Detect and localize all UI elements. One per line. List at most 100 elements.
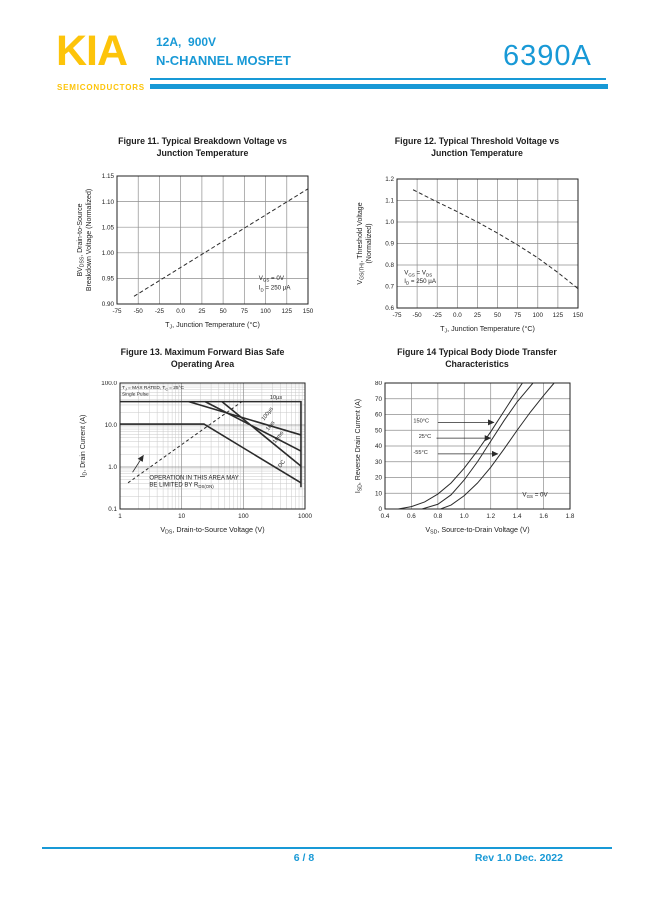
svg-text:VDS, Drain-to-Source Voltage (: VDS, Drain-to-Source Voltage (V) bbox=[160, 525, 264, 536]
svg-text:0.7: 0.7 bbox=[385, 284, 394, 291]
figure-11-title: Figure 11. Typical Breakdown Voltage vs … bbox=[75, 136, 330, 159]
svg-text:ISD, Reverse Drain Current (A): ISD, Reverse Drain Current (A) bbox=[355, 399, 364, 493]
figure-13: Figure 13. Maximum Forward Bias Safe Ope… bbox=[75, 347, 330, 559]
chart-canvas: 1 10 100 1000 0.1 1.0 10.0 100.0 VDS, Drain-to-S… bbox=[80, 380, 313, 536]
svg-text:10µs: 10µs bbox=[270, 395, 282, 401]
svg-text:-75: -75 bbox=[392, 312, 402, 319]
svg-text:1ms: 1ms bbox=[265, 420, 276, 432]
svg-text:-75: -75 bbox=[112, 308, 122, 315]
svg-text:125: 125 bbox=[553, 312, 564, 319]
series--55°C bbox=[440, 382, 555, 510]
svg-text:-25: -25 bbox=[155, 308, 165, 315]
chart-canvas: -75 -50 -25 0.0 25 50 75 100 125 150 0.6 0.7 0.8 0.9 1… bbox=[357, 176, 584, 335]
svg-text:Single Pulse: Single Pulse bbox=[122, 392, 149, 398]
svg-text:DC: DC bbox=[277, 459, 287, 469]
svg-text:150: 150 bbox=[303, 308, 314, 315]
figure-12-chart: -75 -50 -25 0.0 25 50 75 100 125 150 0.6 0.7 0.8 0.9 1… bbox=[353, 174, 601, 357]
svg-text:0.1: 0.1 bbox=[108, 506, 117, 513]
series-10µs bbox=[120, 400, 302, 488]
svg-text:100: 100 bbox=[533, 312, 544, 319]
svg-text:0.8: 0.8 bbox=[433, 513, 442, 520]
svg-text:1.6: 1.6 bbox=[539, 513, 548, 520]
svg-text:100: 100 bbox=[260, 308, 271, 315]
svg-text:125: 125 bbox=[282, 308, 293, 315]
series-RDS(on) limit bbox=[127, 401, 243, 484]
series-BVDSS normalized bbox=[133, 188, 309, 297]
figure-14-chart: 0.4 0.6 0.8 1.0 1.2 1.4 1.6 1.8 0 10 20 30 40 50 60 70 8… bbox=[353, 380, 601, 558]
svg-text:-50: -50 bbox=[413, 312, 423, 319]
svg-text:TJ, Junction Temperature (°C): TJ, Junction Temperature (°C) bbox=[440, 324, 535, 335]
series-10ms bbox=[221, 401, 302, 467]
svg-text:10.0: 10.0 bbox=[105, 422, 118, 429]
svg-text:OPERATION IN THIS AREA MAY: OPERATION IN THIS AREA MAY bbox=[149, 476, 238, 482]
svg-text:VGS(TH), Threshold Voltage: VGS(TH), Threshold Voltage bbox=[357, 202, 366, 284]
figure-12-title: Figure 12. Typical Threshold Voltage vs … bbox=[353, 136, 601, 159]
figure-11-title-line2: Junction Temperature bbox=[156, 147, 249, 158]
footer-rule bbox=[42, 847, 612, 849]
svg-text:-50: -50 bbox=[134, 308, 144, 315]
svg-text:1.2: 1.2 bbox=[385, 176, 394, 183]
svg-text:0.0: 0.0 bbox=[453, 312, 462, 319]
svg-text:ID = 250 µA: ID = 250 µA bbox=[404, 278, 437, 286]
svg-text:VGS = 0V: VGS = 0V bbox=[522, 491, 548, 499]
figure-12-title-line2: Junction Temperature bbox=[431, 147, 523, 158]
device-rating: 12A, 900V bbox=[156, 35, 217, 49]
series-100µs bbox=[188, 400, 302, 436]
svg-text:0.4: 0.4 bbox=[381, 513, 390, 520]
svg-text:75: 75 bbox=[514, 312, 522, 319]
svg-text:ID, Drain Current (A): ID, Drain Current (A) bbox=[80, 415, 89, 478]
svg-text:150: 150 bbox=[573, 312, 584, 319]
svg-text:VGS = VDS: VGS = VDS bbox=[404, 270, 432, 278]
svg-text:100: 100 bbox=[238, 513, 249, 520]
svg-text:100.0: 100.0 bbox=[101, 381, 117, 387]
svg-text:TJ, Junction Temperature (°C): TJ, Junction Temperature (°C) bbox=[165, 320, 260, 331]
svg-text:20: 20 bbox=[375, 475, 383, 482]
svg-text:25: 25 bbox=[474, 312, 482, 319]
svg-text:150°C: 150°C bbox=[413, 418, 429, 424]
chart-canvas: 0.4 0.6 0.8 1.0 1.2 1.4 1.6 1.8 0 10 20 30 40 50 60 70 8… bbox=[355, 380, 575, 536]
svg-text:ID = 250 µA: ID = 250 µA bbox=[259, 285, 292, 293]
figure-14-title: Figure 14 Typical Body Diode Transfer Ch… bbox=[353, 347, 601, 370]
svg-text:25: 25 bbox=[198, 308, 206, 315]
svg-text:50: 50 bbox=[494, 312, 502, 319]
svg-text:VSD, Source-to-Drain Voltage (: VSD, Source-to-Drain Voltage (V) bbox=[425, 525, 529, 536]
device-type: N-CHANNEL MOSFET bbox=[156, 53, 291, 68]
svg-text:BE LIMITED BY RDS(ON): BE LIMITED BY RDS(ON) bbox=[149, 482, 214, 489]
svg-text:1.15: 1.15 bbox=[102, 173, 115, 180]
svg-text:TJ = MAX RATED, TC = 25°C: TJ = MAX RATED, TC = 25°C bbox=[122, 385, 184, 392]
svg-text:70: 70 bbox=[375, 396, 383, 403]
figure-12-title-line1: Figure 12. Typical Threshold Voltage vs bbox=[394, 136, 560, 146]
figure-11-chart: -75 -50 -25 0.0 25 50 75 100 125 150 0.90 0.95 1.00 1… bbox=[75, 172, 330, 353]
figure-11-title-line1: Figure 11. Typical Breakdown Voltage vs bbox=[118, 136, 287, 146]
page-indicator: 6 / 8 bbox=[293, 852, 315, 864]
series-150°C bbox=[398, 382, 523, 510]
svg-text:1.0: 1.0 bbox=[460, 513, 469, 520]
svg-text:50: 50 bbox=[375, 427, 383, 434]
svg-text:0.6: 0.6 bbox=[385, 305, 394, 312]
svg-text:(Normalized): (Normalized) bbox=[366, 223, 373, 263]
figure-13-title-line1: Figure 13. Maximum Forward Bias Safe bbox=[120, 347, 285, 357]
svg-text:0.90: 0.90 bbox=[102, 301, 115, 308]
series-DC bbox=[120, 423, 302, 484]
figure-11: Figure 11. Typical Breakdown Voltage vs … bbox=[75, 136, 330, 348]
kia-logo: KIA bbox=[56, 27, 128, 75]
svg-text:1.4: 1.4 bbox=[513, 513, 522, 520]
svg-text:0.6: 0.6 bbox=[407, 513, 416, 520]
svg-text:1.8: 1.8 bbox=[566, 513, 575, 520]
figure-14: Figure 14 Typical Body Diode Transfer Ch… bbox=[353, 347, 601, 559]
svg-text:0.95: 0.95 bbox=[102, 276, 115, 283]
svg-text:1000: 1000 bbox=[298, 513, 313, 520]
svg-text:1.00: 1.00 bbox=[102, 250, 115, 257]
figure-12: Figure 12. Typical Threshold Voltage vs … bbox=[353, 136, 601, 348]
svg-text:Breakdown Voltage (Normalized): Breakdown Voltage (Normalized) bbox=[86, 189, 93, 291]
svg-text:1.2: 1.2 bbox=[486, 513, 495, 520]
svg-text:-25: -25 bbox=[433, 312, 443, 319]
svg-text:25°C: 25°C bbox=[419, 434, 432, 440]
svg-text:VGS = 0V: VGS = 0V bbox=[259, 275, 285, 283]
svg-text:1.05: 1.05 bbox=[102, 224, 115, 231]
svg-text:10: 10 bbox=[375, 490, 383, 497]
svg-text:1.0: 1.0 bbox=[108, 464, 117, 471]
figure-14-title-line1: Figure 14 Typical Body Diode Transfer bbox=[397, 347, 557, 357]
part-number: 6390A bbox=[503, 40, 592, 72]
